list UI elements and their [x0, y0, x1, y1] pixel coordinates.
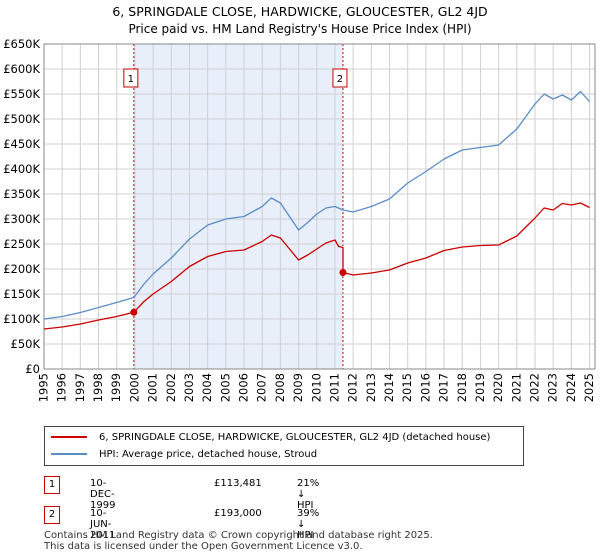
x-tick-label: 2021: [509, 373, 523, 402]
ownership-shade: [133, 44, 343, 369]
transaction-badge: 2: [44, 506, 60, 524]
x-tick-label: 2006: [237, 373, 251, 402]
legend-label-hpi: HPI: Average price, detached house, Stro…: [99, 448, 318, 460]
transaction-date: 10-DEC-1999: [90, 478, 116, 511]
transaction-hpi-diff: 39% ↓ HPI: [297, 508, 320, 541]
x-tick-label: 2007: [255, 373, 269, 402]
x-tick-label: 2025: [582, 373, 596, 402]
footer-attribution: Contains HM Land Registry data © Crown c…: [44, 530, 433, 552]
x-tick-label: 2000: [127, 373, 141, 402]
x-tick-label: 2018: [455, 373, 469, 402]
y-tick-label: £50K: [11, 337, 41, 351]
x-tick-label: 2023: [546, 373, 560, 402]
y-tick-label: £550K: [3, 87, 40, 101]
x-tick-label: 2017: [437, 373, 451, 402]
price-chart: £0 £50K £100K £150K £200K £250K £300K £350K £400…: [3, 37, 596, 402]
transaction-price: £193,000: [214, 508, 262, 519]
legend-swatch-blue: [51, 453, 87, 455]
sale-annotation-label: 2: [337, 74, 343, 85]
x-tick-label: 1996: [55, 373, 69, 402]
y-tick-label: £650K: [3, 37, 40, 51]
y-tick-label: £400K: [3, 162, 40, 176]
x-tick-label: 2014: [382, 373, 396, 402]
legend: 6, SPRINGDALE CLOSE, HARDWICKE, GLOUCEST…: [44, 426, 524, 466]
x-tick-label: 2019: [473, 373, 487, 402]
x-tick-label: 2001: [146, 373, 160, 402]
x-tick-label: 2016: [418, 373, 432, 402]
x-tick-label: 1997: [73, 373, 87, 402]
y-tick-label: £200K: [3, 262, 40, 276]
x-tick-label: 2013: [364, 373, 378, 402]
x-tick-label: 2010: [309, 373, 323, 402]
x-tick-label: 2004: [200, 373, 214, 402]
transaction-badge: 1: [44, 476, 60, 494]
y-tick-label: £350K: [3, 187, 40, 201]
y-tick-label: £450K: [3, 137, 40, 151]
transaction-date: 10-JUN-2011: [90, 508, 116, 541]
x-tick-label: 2005: [218, 373, 232, 402]
transaction-price: £113,481: [214, 478, 262, 489]
legend-item-hpi: HPI: Average price, detached house, Stro…: [51, 446, 317, 462]
y-tick-label: £100K: [3, 312, 40, 326]
x-tick-label: 2020: [491, 373, 505, 402]
sale-annotation-box: [123, 68, 139, 88]
y-tick-label: £150K: [3, 287, 40, 301]
chart-title-address: 6, SPRINGDALE CLOSE, HARDWICKE, GLOUCEST…: [112, 4, 488, 19]
footer-line-licence: This data is licensed under the Open Gov…: [44, 541, 363, 552]
transaction-hpi-diff: 21% ↓ HPI: [297, 478, 320, 511]
x-tick-label: 2009: [291, 373, 305, 402]
chart-subtitle: Price paid vs. HM Land Registry's House …: [128, 22, 472, 36]
y-tick-label: £300K: [3, 212, 40, 226]
legend-swatch-red: [51, 436, 87, 438]
x-tick-label: 2022: [527, 373, 541, 402]
x-tick-label: 2003: [182, 373, 196, 402]
hpi-line: [43, 90, 590, 320]
legend-label-property: 6, SPRINGDALE CLOSE, HARDWICKE, GLOUCEST…: [99, 431, 491, 443]
x-tick-label: 2011: [327, 373, 341, 402]
x-tick-label: 2008: [273, 373, 287, 402]
sale-annotation-box: [332, 68, 348, 88]
x-tick-label: 1998: [91, 373, 105, 402]
x-tick-label: 2015: [400, 373, 414, 402]
x-tick-label: 1995: [37, 373, 51, 402]
footer-line-copyright: Contains HM Land Registry data © Crown c…: [44, 530, 433, 541]
x-tick-label: 2024: [564, 373, 578, 402]
legend-item-property: 6, SPRINGDALE CLOSE, HARDWICKE, GLOUCEST…: [51, 429, 490, 445]
x-tick-label: 1999: [109, 373, 123, 402]
y-tick-label: £500K: [3, 112, 40, 126]
sale-annotation-label: 1: [128, 74, 134, 85]
x-tick-label: 2012: [346, 373, 360, 402]
sale-point: [339, 269, 347, 276]
y-tick-label: £0: [25, 362, 40, 376]
plot-frame: [43, 43, 596, 370]
y-tick-label: £250K: [3, 237, 40, 251]
property-price-line: [43, 202, 590, 330]
x-tick-label: 2002: [164, 373, 178, 402]
sale-point: [130, 308, 138, 316]
y-tick-label: £600K: [3, 62, 40, 76]
